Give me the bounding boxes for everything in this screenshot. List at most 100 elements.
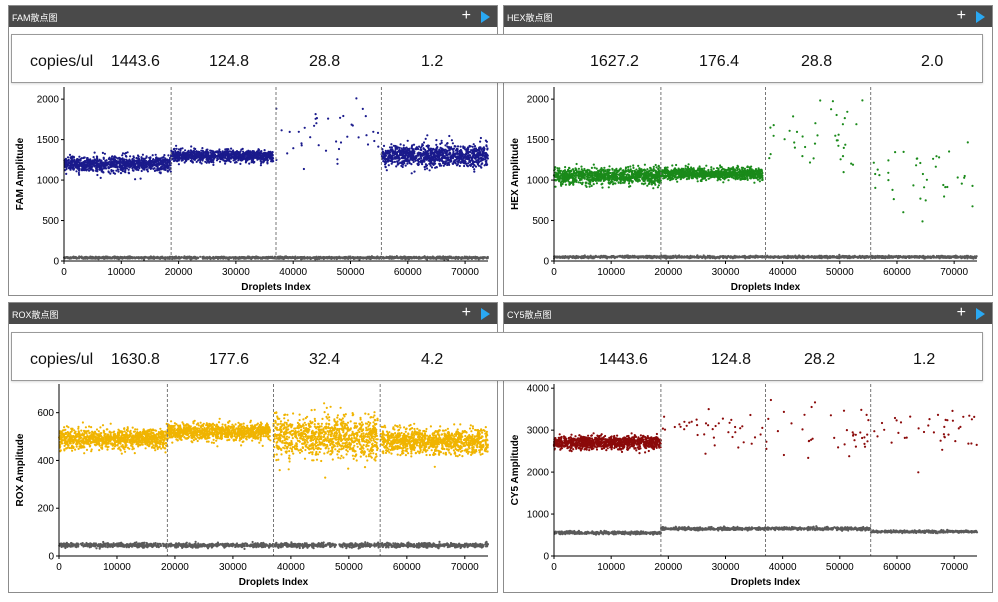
data-point [264, 158, 267, 161]
data-point [436, 153, 439, 156]
data-point [257, 148, 261, 152]
data-point [484, 154, 487, 157]
data-point [445, 256, 448, 259]
data-point [173, 147, 176, 150]
data-point [263, 149, 266, 152]
data-point [121, 256, 125, 259]
data-point [430, 151, 433, 154]
data-point [323, 256, 326, 259]
data-point [140, 169, 143, 173]
data-point [469, 156, 472, 159]
data-point [475, 153, 478, 156]
data-point [254, 257, 257, 260]
data-point [401, 165, 404, 169]
data-point [474, 157, 477, 160]
data-point [314, 113, 317, 116]
data-point [337, 147, 341, 151]
data-point [406, 149, 409, 152]
data-point [465, 162, 468, 165]
fam-add-icon[interactable]: + [461, 7, 471, 24]
data-point [464, 148, 467, 151]
data-point [78, 173, 81, 176]
data-point [219, 157, 222, 160]
data-point [456, 145, 460, 148]
data-point [159, 257, 162, 260]
data-point [181, 158, 184, 161]
data-point [186, 151, 189, 154]
data-point [313, 124, 316, 127]
data-point [389, 155, 392, 158]
data-point [457, 152, 461, 155]
data-point [297, 256, 300, 259]
data-point [282, 256, 285, 259]
data-point [429, 256, 432, 259]
data-point [469, 151, 472, 154]
data-point [349, 255, 352, 258]
data-point [310, 256, 313, 259]
data-point [67, 164, 70, 167]
data-point [256, 256, 260, 259]
data-point [131, 166, 134, 169]
data-point [175, 155, 178, 158]
data-point [77, 165, 81, 169]
data-point [131, 163, 134, 166]
data-point [208, 154, 211, 158]
data-point [400, 150, 403, 153]
data-point [426, 167, 429, 170]
data-point [225, 160, 228, 163]
data-point [475, 149, 478, 152]
data-point [168, 156, 172, 160]
data-point [390, 146, 393, 149]
data-point [226, 157, 229, 161]
data-point [595, 167, 598, 170]
fam-play-icon[interactable] [481, 11, 490, 23]
data-point [300, 256, 303, 259]
data-point [70, 158, 73, 162]
data-point [439, 142, 442, 145]
data-point [390, 257, 393, 260]
data-point [425, 150, 428, 153]
data-point [186, 155, 189, 158]
data-point [472, 148, 475, 151]
hex-add-icon[interactable]: + [956, 7, 966, 24]
data-point [159, 171, 162, 174]
data-point [145, 161, 149, 164]
data-point [453, 159, 456, 162]
data-point [461, 151, 464, 155]
data-point [113, 257, 116, 260]
data-point [222, 155, 225, 158]
data-point [238, 155, 241, 158]
data-point [116, 157, 119, 160]
x-axis-title: Droplets Index [241, 282, 311, 293]
data-point [407, 257, 410, 260]
data-point [405, 151, 408, 154]
data-point [439, 153, 442, 156]
data-point [401, 148, 404, 151]
data-point [130, 256, 133, 259]
data-point [453, 145, 456, 148]
data-point [95, 162, 98, 165]
data-point [419, 146, 422, 149]
data-point [147, 256, 150, 259]
data-point [262, 157, 265, 160]
x-tick-label: 10000 [107, 267, 135, 278]
data-point [270, 156, 273, 159]
data-point [463, 153, 467, 156]
data-point [245, 150, 248, 153]
data-point [190, 255, 193, 259]
data-point [334, 256, 337, 259]
data-point [453, 155, 456, 158]
hex-play-icon[interactable] [976, 11, 985, 23]
data-point [473, 145, 477, 148]
data-point [271, 158, 274, 161]
data-point [432, 163, 436, 166]
data-point [468, 144, 471, 148]
data-point [449, 155, 452, 158]
data-point [143, 167, 146, 170]
data-point [128, 256, 131, 259]
data-point [461, 158, 464, 161]
data-point [335, 140, 338, 143]
data-point [77, 171, 80, 175]
data-point [317, 144, 320, 147]
data-point [341, 256, 344, 259]
